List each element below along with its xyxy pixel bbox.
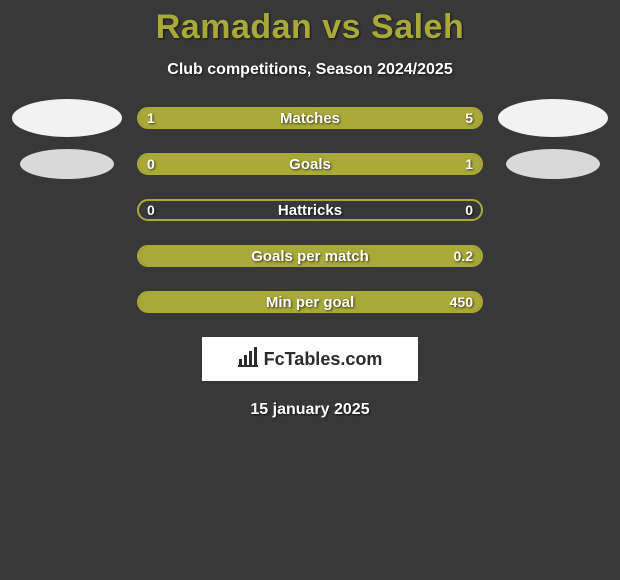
date-label: 15 january 2025 bbox=[0, 401, 620, 419]
stat-bar: Min per goal450 bbox=[137, 291, 483, 313]
brand-text: FcTables.com bbox=[264, 349, 383, 370]
stat-row: Goals01 bbox=[0, 153, 620, 175]
stat-bar: Matches15 bbox=[137, 107, 483, 129]
player-left-oval bbox=[20, 149, 114, 179]
chart-bars-icon bbox=[238, 347, 260, 372]
stat-row: Goals per match0.2 bbox=[0, 245, 620, 267]
bar-fill-right bbox=[139, 155, 481, 173]
player-right-oval bbox=[498, 99, 608, 137]
stat-row: Matches15 bbox=[0, 107, 620, 129]
bar-track bbox=[137, 291, 483, 313]
bar-track bbox=[137, 153, 483, 175]
bar-fill-right bbox=[139, 247, 481, 265]
bar-fill-right bbox=[196, 109, 481, 127]
bar-track bbox=[137, 107, 483, 129]
bar-track bbox=[137, 199, 483, 221]
subtitle: Club competitions, Season 2024/2025 bbox=[0, 61, 620, 79]
bar-fill-left bbox=[139, 109, 196, 127]
player-right-oval bbox=[506, 149, 600, 179]
comparison-chart: Matches15 Goals01 Hattricks00 Goals per mat… bbox=[0, 107, 620, 313]
stat-bar: Goals per match0.2 bbox=[137, 245, 483, 267]
stat-row: Hattricks00 bbox=[0, 199, 620, 221]
stat-row: Min per goal450 bbox=[0, 291, 620, 313]
bar-fill-right bbox=[139, 293, 481, 311]
player-left-oval bbox=[12, 99, 122, 137]
bar-track bbox=[137, 245, 483, 267]
page-title: Ramadan vs Saleh bbox=[0, 0, 620, 47]
stat-bar: Hattricks00 bbox=[137, 199, 483, 221]
stat-bar: Goals01 bbox=[137, 153, 483, 175]
brand-badge[interactable]: FcTables.com bbox=[202, 337, 418, 381]
